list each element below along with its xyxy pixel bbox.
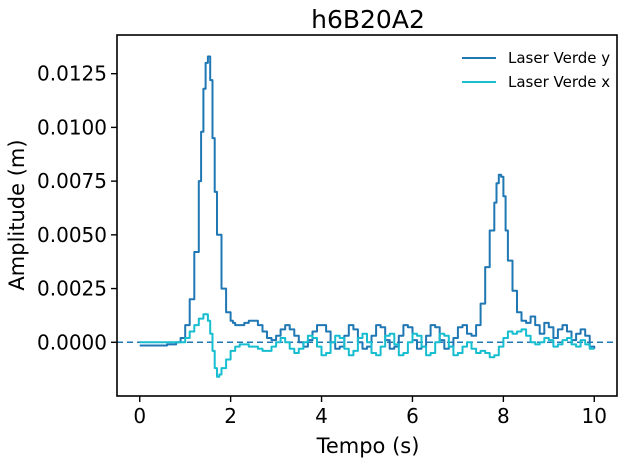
legend-entry-label: Laser Verde y: [508, 49, 610, 67]
x-tick-label: 4: [315, 404, 328, 428]
x-tick-label: 10: [582, 404, 607, 428]
series-line-laser-verde-y: [139, 55, 596, 350]
y-tick-label: 0.0075: [37, 169, 107, 193]
legend-entry-label: Laser Verde x: [508, 73, 610, 91]
y-tick-label: 0.0000: [37, 330, 107, 354]
x-axis-label: Tempo (s): [316, 434, 420, 458]
axes-frame: [116, 34, 618, 397]
legend: Laser Verde y Laser Verde x: [462, 49, 610, 91]
y-tick-label: 0.0125: [37, 62, 107, 86]
plot-area: [117, 55, 617, 378]
y-axis: 0.0000 0.0025 0.0050 0.0075 0.0100 0.0125: [37, 62, 117, 354]
y-axis-label: Amplitude (m): [5, 139, 29, 290]
x-tick-label: 6: [406, 404, 419, 428]
x-tick-label: 0: [133, 404, 146, 428]
x-tick-label: 8: [497, 404, 510, 428]
x-tick-label: 2: [224, 404, 237, 428]
y-tick-label: 0.0025: [37, 277, 107, 301]
series-layer: [139, 55, 596, 378]
y-tick-label: 0.0100: [37, 115, 107, 139]
y-tick-label: 0.0050: [37, 223, 107, 247]
x-axis: 0 2 4 6 8 10: [133, 396, 607, 428]
chart-title: h6B20A2: [311, 5, 425, 34]
series-line-laser-verde-x: [139, 313, 595, 378]
